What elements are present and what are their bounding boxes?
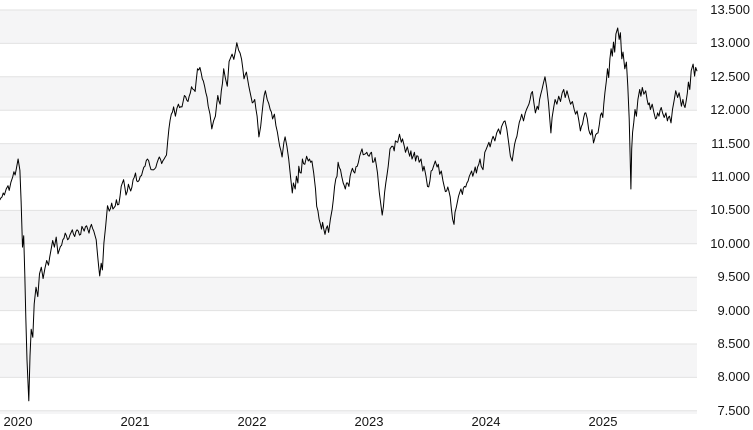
y-tick-label: 12.000 [710, 102, 750, 117]
y-tick-label: 8.000 [717, 369, 750, 384]
grid-band [0, 10, 697, 44]
grid-band [0, 277, 697, 311]
grid-band [0, 110, 697, 144]
y-tick-label: 12.500 [710, 69, 750, 84]
y-tick-label: 8.500 [717, 336, 750, 351]
grid-band [0, 344, 697, 378]
grid-band [0, 76, 697, 111]
y-tick-label: 11.000 [711, 169, 750, 184]
y-tick-label: 13.000 [710, 35, 750, 50]
x-tick-label: 2022 [237, 414, 267, 429]
x-tick-label: 2021 [120, 414, 150, 429]
y-tick-label: 10.000 [710, 236, 750, 251]
grid-band [0, 143, 697, 177]
y-tick-label: 10.500 [710, 202, 750, 217]
y-tick-label: 7.500 [717, 403, 750, 418]
grid-band [0, 177, 697, 211]
price-line [0, 27, 698, 402]
x-tick-label: 2023 [354, 414, 384, 429]
x-tick-label: 2024 [471, 414, 501, 429]
grid-band [0, 310, 697, 344]
x-tick-label: 2020 [3, 414, 33, 429]
grid-band [0, 0, 697, 10]
grid-band [0, 243, 697, 278]
grid-band [0, 377, 697, 411]
x-tick-label: 2025 [588, 414, 618, 429]
y-tick-label: 13.500 [710, 2, 750, 17]
y-tick-label: 11.500 [711, 136, 750, 151]
grid-band [0, 410, 697, 414]
grid-band [0, 210, 697, 244]
grid-band [0, 43, 697, 77]
y-tick-label: 9.000 [717, 303, 750, 318]
y-tick-label: 9.500 [717, 269, 750, 284]
